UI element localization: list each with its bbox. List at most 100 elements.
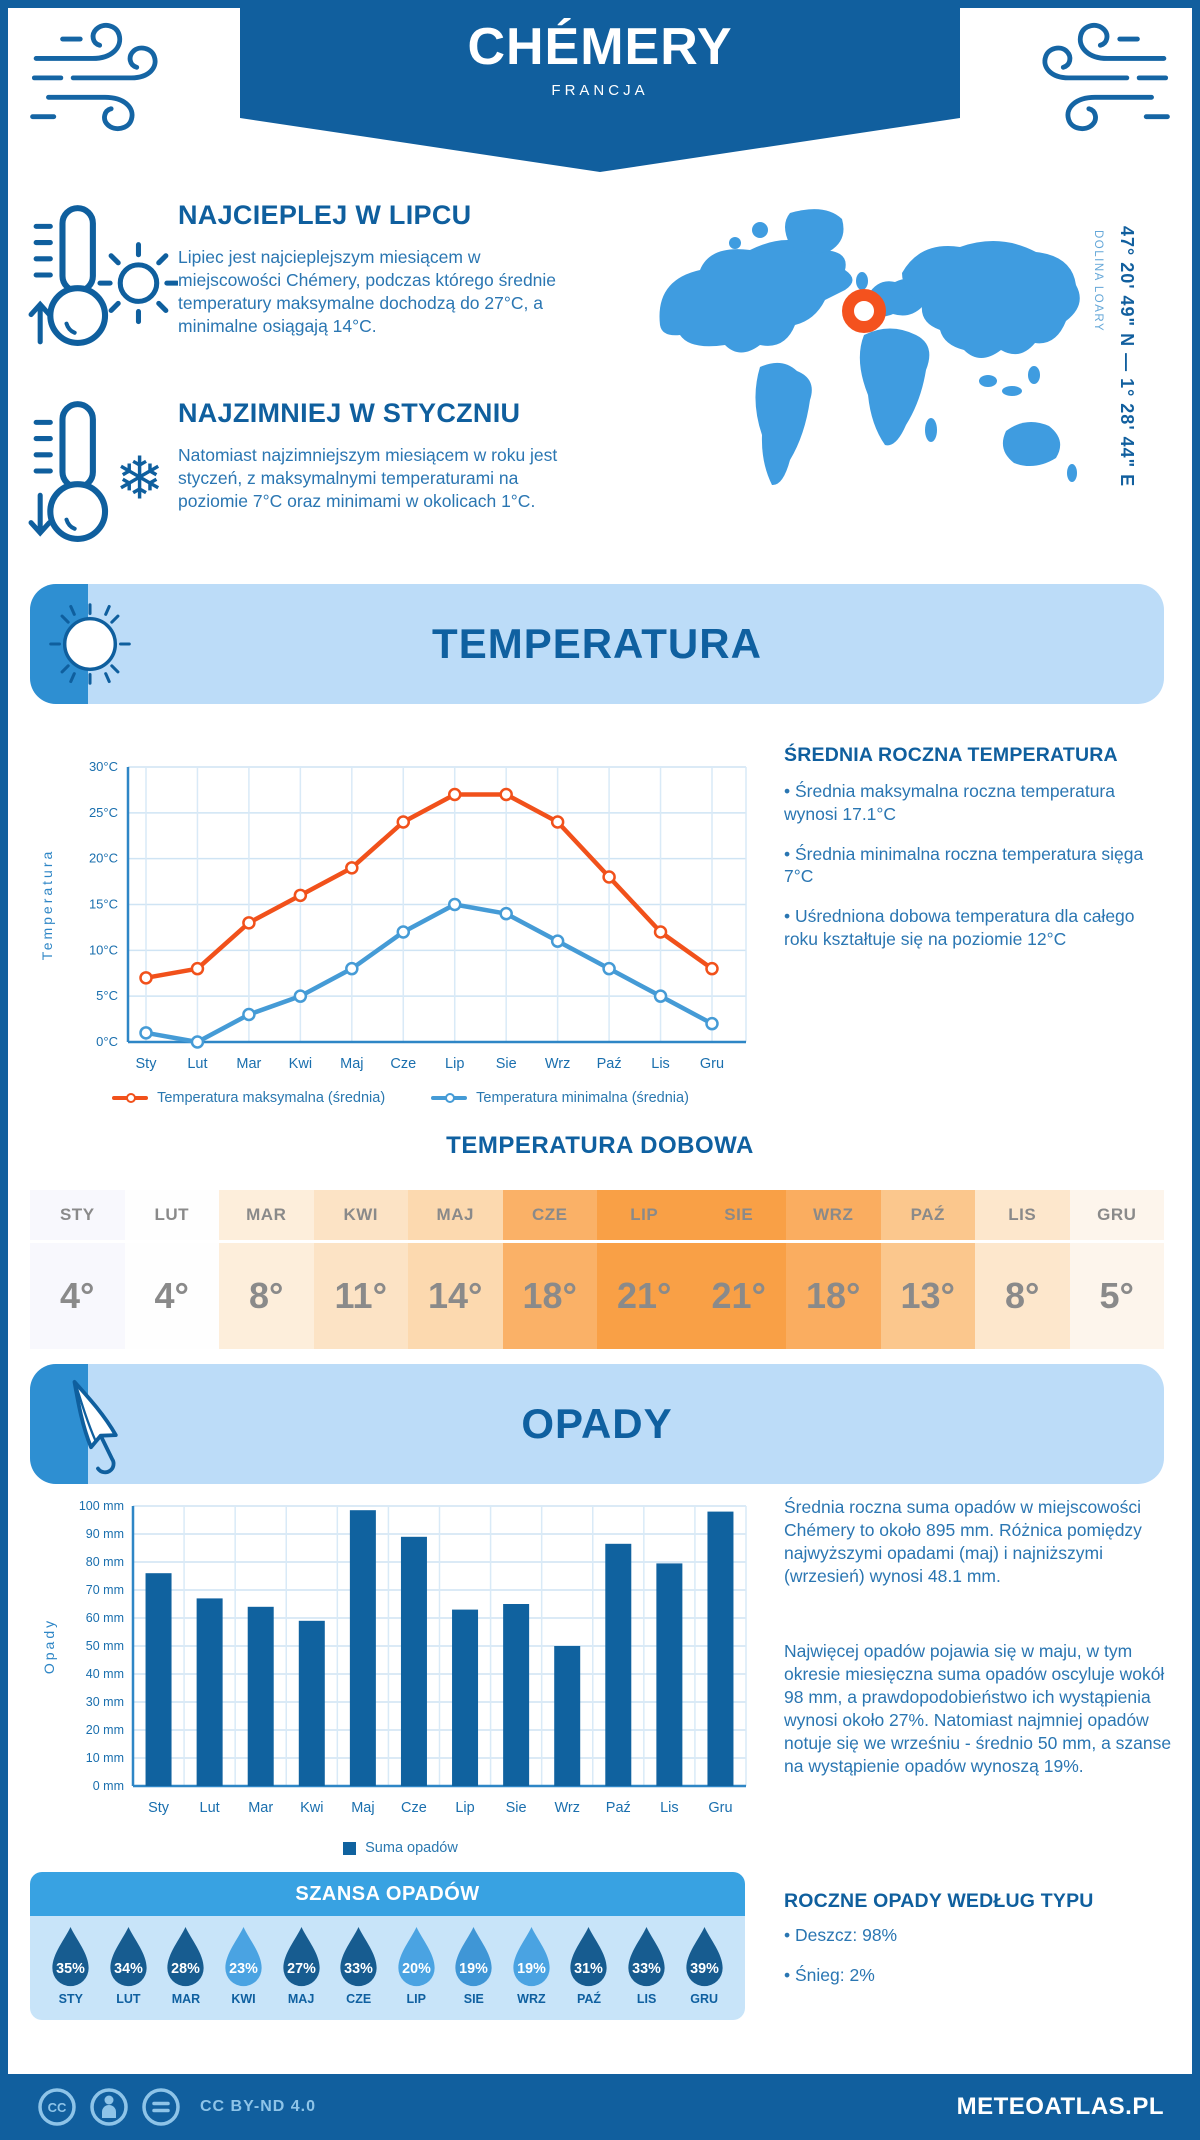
svg-text:Temperatura: Temperatura <box>39 849 55 961</box>
legend-label: Temperatura maksymalna (średnia) <box>157 1090 386 1106</box>
droplet-icon: 35% <box>52 1926 89 1987</box>
droplet-icon: 27% <box>282 1926 320 1987</box>
svg-text:0°C: 0°C <box>96 1034 118 1049</box>
precip-type-bullet: • Śnieg: 2% <box>784 1964 875 1985</box>
temperature-chart-legend: Temperatura maksymalna (średnia) Temperat… <box>28 1090 773 1106</box>
svg-text:Lip: Lip <box>445 1056 464 1072</box>
warm-text: Lipiec jest najcieplejszym miesiącem w m… <box>178 247 557 337</box>
precip-paragraph-1: Średnia roczna suma opadów w miejscowośc… <box>784 1497 1142 1587</box>
svg-text:20°C: 20°C <box>89 851 118 866</box>
droplet-icon: 33% <box>340 1926 377 1987</box>
daily-month-cell: SIE <box>691 1190 786 1240</box>
annual-temp-bullet: • Średnia maksymalna roczna temperatura … <box>784 781 1115 824</box>
chance-droplet: 28% MAR <box>157 1926 215 2006</box>
svg-text:30°C: 30°C <box>89 759 118 774</box>
daily-month-cell: LIP <box>597 1190 692 1240</box>
svg-text:25°C: 25°C <box>89 805 118 820</box>
daily-temp-table: STY LUT MAR KWI MAJ CZE LIP SIE WRZ PAŹ LIS GRU 4° 4… <box>30 1190 1164 1349</box>
svg-text:23%: 23% <box>229 1961 258 1977</box>
chance-droplet: 35% STY <box>42 1926 100 2006</box>
banner-chevron <box>240 118 960 172</box>
precip-type-heading: ROCZNE OPADY WEDŁUG TYPU <box>784 1890 1094 1912</box>
svg-text:Wrz: Wrz <box>545 1056 571 1072</box>
precip-paragraph-2: Najwięcej opadów pojawia się w maju, w t… <box>784 1641 1172 1777</box>
svg-text:Opady: Opady <box>41 1618 57 1674</box>
annual-temp-bullets: • Średnia maksymalna roczna temperatura … <box>784 780 1162 968</box>
legend-item: Temperatura minimalna (średnia) <box>431 1090 689 1106</box>
svg-text:20 mm: 20 mm <box>86 1723 124 1737</box>
coordinates-label: 47° 20' 49" N — 1° 28' 44" E <box>1117 226 1137 488</box>
daily-month-cell: MAR <box>219 1190 314 1240</box>
droplet-icon: 20% <box>398 1926 435 1987</box>
header-banner: CHÉMERY FRANCJA <box>240 0 960 172</box>
annual-temp-heading: ŚREDNIA ROCZNA TEMPERATURA <box>784 744 1118 766</box>
world-map <box>640 190 1100 530</box>
daily-month-cell: KWI <box>313 1190 408 1240</box>
droplet-month-label: LIP <box>406 1992 426 2006</box>
footer: CC CC BY-ND 4.0 METEOATLAS.PL <box>0 2074 1200 2140</box>
svg-text:34%: 34% <box>114 1961 143 1977</box>
svg-text:Sie: Sie <box>496 1056 517 1072</box>
warm-heading: NAJCIEPLEJ W LIPCU <box>178 200 472 230</box>
daily-month-cell: CZE <box>502 1190 597 1240</box>
daily-temp-title: TEMPERATURA DOBOWA <box>446 1132 754 1159</box>
svg-text:50 mm: 50 mm <box>86 1639 124 1653</box>
daily-value-cell: 13° <box>880 1243 975 1349</box>
daily-month-cell: LUT <box>124 1190 219 1240</box>
svg-text:Maj: Maj <box>351 1800 374 1816</box>
svg-text:Cze: Cze <box>390 1056 416 1072</box>
svg-text:Wrz: Wrz <box>554 1800 580 1816</box>
chance-droplet: 20% LIP <box>387 1926 445 2006</box>
no-derivatives-icon <box>142 2088 180 2126</box>
droplet-icon: 39% <box>686 1926 723 1987</box>
svg-text:5°C: 5°C <box>96 988 118 1003</box>
chance-droplet: 33% CZE <box>330 1926 388 2006</box>
precipitation-bar-chart: 0 mm 10 mm 20 mm 30 mm 40 mm 50 mm 60 mm 70 mm 8… <box>41 1499 747 1816</box>
svg-text:19%: 19% <box>517 1961 546 1977</box>
daily-month-cell: MAJ <box>408 1190 503 1240</box>
svg-text:39%: 39% <box>690 1961 719 1977</box>
location-marker <box>842 289 886 333</box>
droplet-icon: 23% <box>225 1926 262 1987</box>
svg-text:80 mm: 80 mm <box>86 1555 124 1569</box>
precip-type-bullets: • Deszcz: 98% • Śnieg: 2% <box>784 1924 1162 2004</box>
svg-text:15°C: 15°C <box>89 897 118 912</box>
svg-text:❄: ❄ <box>115 446 164 511</box>
svg-text:Lut: Lut <box>187 1056 207 1072</box>
annual-temp-bullet: • Średnia minimalna roczna temperatura s… <box>784 843 1144 887</box>
svg-text:30 mm: 30 mm <box>86 1695 124 1709</box>
svg-text:90 mm: 90 mm <box>86 1527 124 1541</box>
wind-icon <box>30 22 158 132</box>
svg-text:Lis: Lis <box>651 1056 670 1072</box>
legend-item: Temperatura maksymalna (średnia) <box>112 1090 385 1106</box>
droplet-icon: 34% <box>110 1926 147 1987</box>
chance-droplet: 19% SIE <box>445 1926 503 2006</box>
daily-value-cell: 11° <box>313 1243 408 1349</box>
svg-text:35%: 35% <box>56 1961 85 1977</box>
map-landmasses <box>659 209 1080 486</box>
page-title: CHÉMERY <box>467 18 733 76</box>
daily-temp-value-row: 4° 4° 8° 11° 14° 18° 21° 21° 18° 13° 8° 5° <box>30 1243 1164 1349</box>
chance-droplet: 31% PAŹ <box>560 1926 618 2006</box>
svg-text:20%: 20% <box>402 1961 431 1977</box>
daily-value-cell: 4° <box>30 1243 125 1349</box>
svg-text:33%: 33% <box>632 1961 661 1977</box>
svg-text:28%: 28% <box>172 1961 201 1977</box>
daily-value-cell: 8° <box>219 1243 314 1349</box>
droplet-month-label: LIS <box>636 1992 657 2006</box>
daily-month-cell: LIS <box>975 1190 1070 1240</box>
legend-line-swatch <box>112 1093 149 1103</box>
droplet-month-label: LUT <box>116 1992 141 2006</box>
footer-license-group: CC CC BY-ND 4.0 <box>36 2086 316 2128</box>
svg-text:60 mm: 60 mm <box>86 1611 124 1625</box>
droplet-month-label: KWI <box>231 1992 256 2006</box>
daily-month-cell: STY <box>30 1190 125 1240</box>
chance-panel: SZANSA OPADÓW 35% STY 34% LUT 28% MAR 23% KWI 27… <box>30 1872 745 2020</box>
svg-text:Mar: Mar <box>236 1056 261 1072</box>
svg-text:70 mm: 70 mm <box>86 1583 124 1597</box>
svg-text:Gru: Gru <box>708 1800 732 1816</box>
svg-text:Sty: Sty <box>136 1056 158 1072</box>
daily-month-cell: GRU <box>1069 1190 1164 1240</box>
precipitation-section-banner: OPADY <box>30 1364 1164 1484</box>
